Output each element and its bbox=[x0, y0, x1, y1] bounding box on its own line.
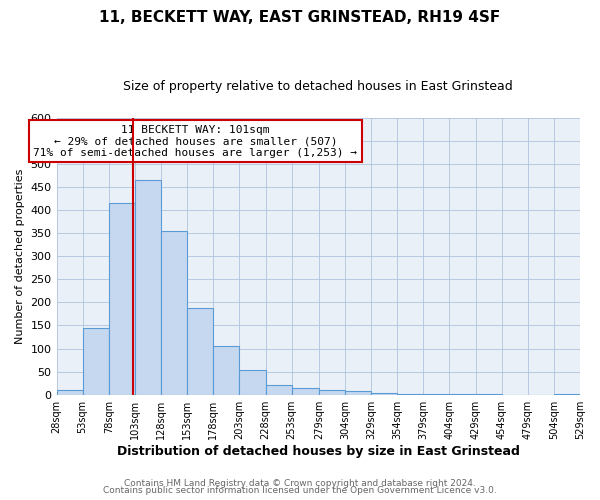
Bar bbox=[319, 390, 345, 394]
X-axis label: Distribution of detached houses by size in East Grinstead: Distribution of detached houses by size … bbox=[117, 444, 520, 458]
Bar bbox=[239, 370, 266, 394]
Bar bbox=[83, 328, 109, 394]
Text: Contains HM Land Registry data © Crown copyright and database right 2024.: Contains HM Land Registry data © Crown c… bbox=[124, 478, 476, 488]
Bar bbox=[56, 390, 83, 394]
Bar bbox=[109, 203, 135, 394]
Bar bbox=[135, 180, 161, 394]
Text: Contains public sector information licensed under the Open Government Licence v3: Contains public sector information licen… bbox=[103, 486, 497, 495]
Bar bbox=[161, 231, 187, 394]
Bar bbox=[266, 386, 292, 394]
Title: Size of property relative to detached houses in East Grinstead: Size of property relative to detached ho… bbox=[124, 80, 513, 93]
Y-axis label: Number of detached properties: Number of detached properties bbox=[15, 168, 25, 344]
Bar bbox=[187, 308, 213, 394]
Bar bbox=[345, 391, 371, 394]
Bar bbox=[213, 346, 239, 395]
Text: 11, BECKETT WAY, EAST GRINSTEAD, RH19 4SF: 11, BECKETT WAY, EAST GRINSTEAD, RH19 4S… bbox=[100, 10, 500, 25]
Bar bbox=[292, 388, 319, 394]
Text: 11 BECKETT WAY: 101sqm
← 29% of detached houses are smaller (507)
71% of semi-de: 11 BECKETT WAY: 101sqm ← 29% of detached… bbox=[33, 124, 357, 158]
